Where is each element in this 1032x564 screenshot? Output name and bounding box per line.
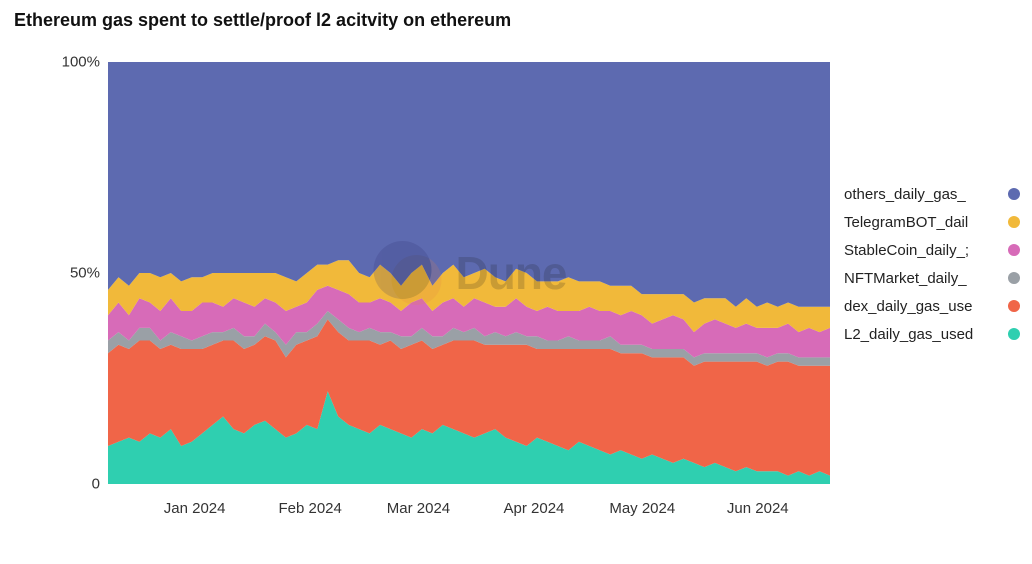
y-tick-label: 100% <box>40 54 100 71</box>
legend-item-L2_daily_gas_used[interactable]: L2_daily_gas_used <box>844 320 1020 348</box>
x-tick-label: Mar 2024 <box>387 500 450 517</box>
legend-dot-icon <box>1008 328 1020 340</box>
legend-label: NFTMarket_daily_ <box>844 270 1002 287</box>
legend-item-StableCoin_daily_[interactable]: StableCoin_daily_; <box>844 236 1020 264</box>
legend-item-dex_daily_gas_used[interactable]: dex_daily_gas_use <box>844 292 1020 320</box>
legend-label: others_daily_gas_ <box>844 186 1002 203</box>
legend-label: TelegramBOT_dail <box>844 214 1002 231</box>
legend-dot-icon <box>1008 272 1020 284</box>
x-tick-label: Jun 2024 <box>727 500 789 517</box>
x-tick-label: May 2024 <box>609 500 675 517</box>
chart-legend: others_daily_gas_ TelegramBOT_dail StableC… <box>844 180 1024 348</box>
x-tick-label: Feb 2024 <box>278 500 341 517</box>
chart-plot-area: Dune <box>108 62 830 484</box>
legend-item-TelegramBOT_dail[interactable]: TelegramBOT_dail <box>844 208 1020 236</box>
legend-dot-icon <box>1008 244 1020 256</box>
y-tick-label: 0 <box>40 476 100 493</box>
chart-title: Ethereum gas spent to settle/proof l2 ac… <box>14 10 511 31</box>
legend-dot-icon <box>1008 188 1020 200</box>
legend-dot-icon <box>1008 216 1020 228</box>
x-tick-label: Apr 2024 <box>504 500 565 517</box>
legend-label: L2_daily_gas_used <box>844 326 1002 343</box>
legend-dot-icon <box>1008 300 1020 312</box>
legend-label: StableCoin_daily_; <box>844 242 1002 259</box>
x-tick-label: Jan 2024 <box>164 500 226 517</box>
legend-item-NFTMarket_daily_[interactable]: NFTMarket_daily_ <box>844 264 1020 292</box>
stacked-area-svg <box>108 62 830 484</box>
legend-item-others_daily_gas_[interactable]: others_daily_gas_ <box>844 180 1020 208</box>
legend-label: dex_daily_gas_use <box>844 298 1002 315</box>
area-others_daily_gas_ <box>108 62 830 307</box>
y-tick-label: 50% <box>40 265 100 282</box>
